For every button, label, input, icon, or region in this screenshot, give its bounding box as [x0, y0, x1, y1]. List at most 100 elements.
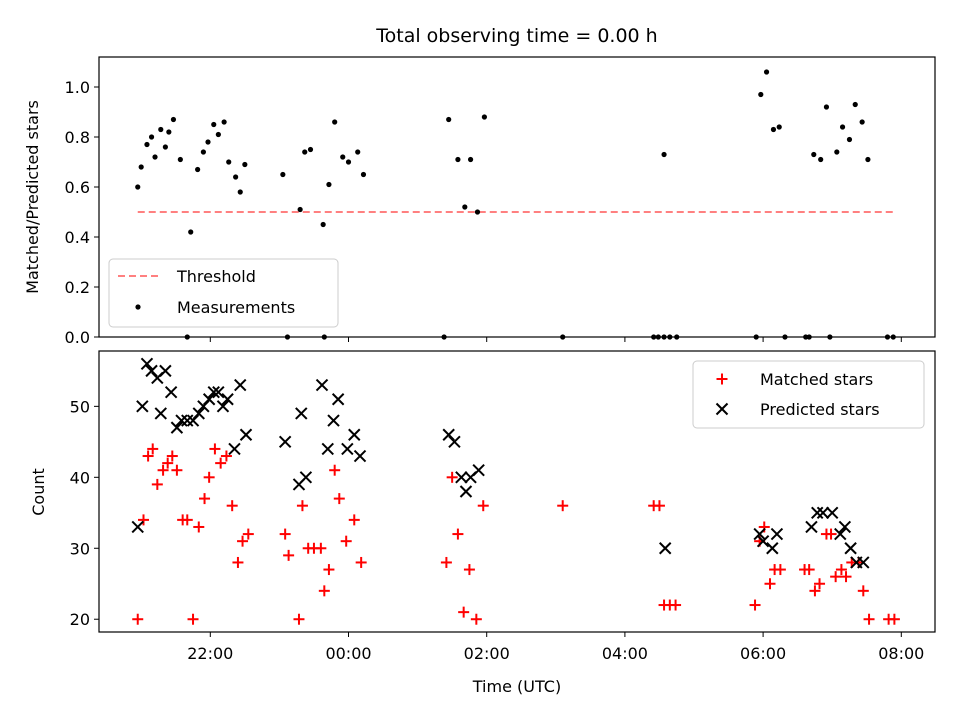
matched-star-point: [814, 578, 826, 590]
matched-star-point: [193, 521, 205, 533]
matched-star-point: [348, 514, 360, 526]
predicted-star-point: [353, 449, 367, 463]
predicted-star-point: [202, 393, 216, 406]
predicted-star-point: [844, 542, 857, 555]
predicted-star-point: [212, 385, 225, 399]
measurement-point: [846, 136, 853, 143]
measurement-point: [200, 149, 206, 155]
measurement-point: [345, 159, 352, 165]
matched-star-point: [809, 585, 821, 597]
top-plot: 0.0 0.2 0.4 0.6 0.8 1.0 Threshold Measurements: [65, 56, 936, 347]
top-legend: Threshold Measurements: [108, 258, 339, 328]
matched-star-point: [147, 443, 159, 455]
matched-star-point: [653, 500, 665, 512]
top-plot-frame: [98, 56, 936, 338]
measurement-point: [467, 156, 474, 163]
matched-star-point: [279, 528, 291, 540]
measurement-point: [226, 159, 232, 165]
predicted-star-point: [816, 506, 830, 519]
measurement-point: [446, 116, 452, 123]
bottom-legend: Matched stars Predicted stars: [692, 360, 925, 429]
measurements-legend-label: Measurements: [177, 298, 295, 317]
x-tick-label: 02:00: [464, 644, 510, 663]
measurement-point: [144, 141, 150, 148]
measurement-point: [340, 154, 346, 160]
matched-star-point: [232, 556, 244, 568]
measurement-point: [763, 69, 770, 75]
predicted-stars-legend-swatch: [715, 402, 729, 416]
measurement-point: [302, 149, 308, 155]
matched-star-point: [803, 564, 815, 576]
matched-star-point: [220, 450, 232, 462]
predicted-star-point: [192, 407, 205, 420]
predicted-star-point: [770, 527, 784, 541]
predicted-star-point: [216, 400, 230, 413]
predicted-star-point: [159, 364, 172, 378]
matched-star-point: [863, 613, 875, 625]
matched-star-point: [181, 514, 193, 526]
predicted-star-point: [175, 414, 188, 427]
x-tick-label: 04:00: [602, 644, 648, 663]
x-tick-label: 00:00: [325, 644, 371, 663]
matched-star-point: [888, 613, 900, 625]
matched-star-point: [830, 571, 842, 583]
predicted-star-point: [295, 407, 308, 420]
measurement-point: [166, 129, 172, 135]
measurement-point: [462, 204, 468, 210]
predicted-star-point: [321, 442, 334, 456]
matched-star-point: [283, 549, 295, 561]
predicted-star-point: [140, 357, 154, 370]
measurement-point: [221, 119, 227, 125]
matched-star-point: [157, 464, 169, 476]
measurement-point: [834, 149, 840, 155]
measurement-point: [758, 91, 764, 98]
top-y-tick-label: 0.0: [65, 328, 90, 347]
matched-star-point: [670, 599, 682, 611]
predicted-star-point: [239, 428, 253, 441]
measurement-point: [474, 209, 481, 215]
measurement-point: [776, 124, 782, 130]
matched-star-point: [187, 613, 199, 625]
measurement-point: [360, 171, 367, 178]
measurement-point: [320, 221, 326, 228]
matched-star-point: [774, 564, 786, 576]
measurement-point: [852, 101, 858, 108]
matched-star-point: [340, 535, 352, 547]
measurement-point: [195, 166, 201, 173]
matched-stars-legend-label: Matched stars: [760, 370, 873, 389]
predicted-star-point: [278, 435, 292, 449]
matched-star-point: [857, 585, 869, 597]
predicted-star-point: [181, 414, 194, 427]
measurement-point: [148, 134, 155, 140]
predicted-star-point: [164, 385, 178, 399]
measurements-legend-swatch: [135, 304, 141, 310]
measurement-point: [355, 149, 361, 155]
measurement-point: [215, 131, 221, 138]
predicted-stars-legend-label: Predicted stars: [760, 400, 880, 419]
top-y-tick-label: 1.0: [65, 78, 90, 97]
bottom-y-tick-label: 20: [70, 610, 90, 629]
predicted-star-point: [459, 485, 473, 498]
measurement-point: [170, 116, 177, 123]
predicted-star-point: [805, 520, 818, 534]
top-y-tick-label: 0.2: [65, 278, 90, 297]
measurement-point: [307, 146, 314, 153]
measurement-point: [162, 144, 168, 150]
predicted-star-point: [299, 471, 313, 484]
measurement-point: [770, 126, 777, 133]
measurement-point: [481, 114, 487, 120]
measurement-point: [818, 156, 824, 163]
bottom-y-tick-label: 30: [70, 539, 90, 558]
measurement-point: [332, 119, 338, 125]
measurement-point: [237, 189, 243, 195]
measurement-point: [211, 121, 217, 128]
predicted-star-point: [341, 442, 354, 456]
measurement-point: [823, 104, 830, 110]
matched-star-point: [477, 500, 489, 512]
predicted-star-point: [857, 556, 870, 569]
matched-star-point: [764, 578, 776, 590]
matched-star-point: [840, 571, 852, 583]
top-legend-box: [108, 258, 339, 328]
measurement-point: [233, 174, 239, 180]
